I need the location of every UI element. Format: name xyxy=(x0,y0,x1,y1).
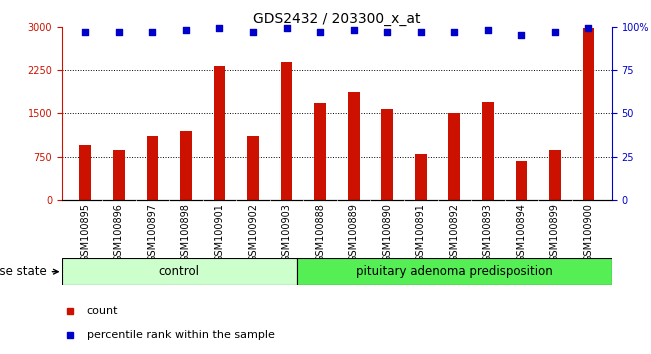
Bar xyxy=(516,161,527,200)
Text: GSM100899: GSM100899 xyxy=(550,203,560,262)
Bar xyxy=(113,150,125,200)
Point xyxy=(516,32,527,38)
Text: GSM100897: GSM100897 xyxy=(147,203,158,262)
Bar xyxy=(247,136,259,200)
Point xyxy=(583,25,594,31)
Text: GSM100901: GSM100901 xyxy=(214,203,225,262)
Text: GSM100894: GSM100894 xyxy=(516,203,527,262)
Text: GSM100892: GSM100892 xyxy=(449,203,460,262)
Text: GSM100891: GSM100891 xyxy=(416,203,426,262)
Point xyxy=(482,27,493,33)
Text: GSM100903: GSM100903 xyxy=(282,203,292,262)
Text: GSM100896: GSM100896 xyxy=(114,203,124,262)
Point xyxy=(114,29,124,35)
Point xyxy=(382,29,393,35)
Point xyxy=(281,25,292,31)
Point xyxy=(147,29,158,35)
Bar xyxy=(146,136,158,200)
Bar xyxy=(482,102,493,200)
Text: disease state: disease state xyxy=(0,265,58,278)
Bar xyxy=(314,103,326,200)
Point xyxy=(348,27,359,33)
Bar xyxy=(62,258,297,285)
Text: count: count xyxy=(87,306,118,316)
Text: percentile rank within the sample: percentile rank within the sample xyxy=(87,330,275,339)
Bar xyxy=(348,92,359,200)
Text: GSM100895: GSM100895 xyxy=(80,203,90,262)
Bar xyxy=(415,154,426,200)
Point xyxy=(315,29,326,35)
Bar xyxy=(449,113,460,200)
Point xyxy=(549,29,560,35)
Bar xyxy=(297,258,612,285)
Point xyxy=(214,25,225,31)
Bar xyxy=(381,109,393,200)
Point xyxy=(248,29,258,35)
Bar xyxy=(281,62,292,200)
Bar xyxy=(79,145,91,200)
Text: GSM100888: GSM100888 xyxy=(315,203,325,262)
Text: GSM100900: GSM100900 xyxy=(583,203,594,262)
Text: GSM100898: GSM100898 xyxy=(181,203,191,262)
Point xyxy=(415,29,426,35)
Title: GDS2432 / 203300_x_at: GDS2432 / 203300_x_at xyxy=(253,12,421,25)
Text: control: control xyxy=(159,265,200,278)
Point xyxy=(80,29,90,35)
Bar xyxy=(583,28,594,200)
Bar xyxy=(180,131,192,200)
Text: GSM100902: GSM100902 xyxy=(248,203,258,262)
Bar xyxy=(549,150,561,200)
Text: pituitary adenoma predisposition: pituitary adenoma predisposition xyxy=(356,265,553,278)
Text: GSM100890: GSM100890 xyxy=(382,203,392,262)
Text: GSM100889: GSM100889 xyxy=(349,203,359,262)
Bar xyxy=(214,66,225,200)
Point xyxy=(449,29,460,35)
Text: GSM100893: GSM100893 xyxy=(483,203,493,262)
Point xyxy=(181,27,191,33)
